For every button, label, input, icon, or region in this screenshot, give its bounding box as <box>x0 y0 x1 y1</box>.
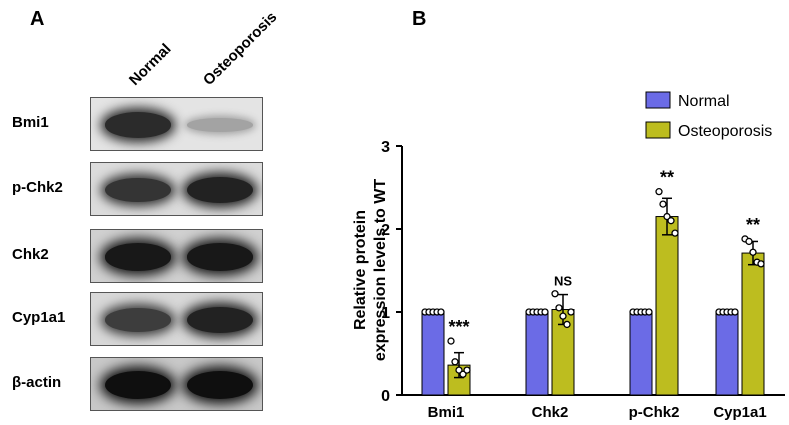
data-point <box>655 187 663 196</box>
blot-row-label: Chk2 <box>12 246 49 263</box>
data-point <box>745 237 753 246</box>
data-point <box>671 229 679 237</box>
bar-normal <box>715 311 739 396</box>
blot-strip <box>90 97 263 151</box>
x-tick-label: Bmi1 <box>428 404 465 421</box>
data-point <box>437 308 445 316</box>
y-tick-label: 3 <box>381 139 390 156</box>
blot-band <box>187 243 253 271</box>
blot-band <box>187 306 253 334</box>
data-point <box>447 337 455 345</box>
y-axis-label-line: expression levels to WT <box>372 179 389 362</box>
data-point <box>555 304 563 312</box>
y-axis-label: Relative protein expression levels to WT <box>352 179 389 362</box>
data-point <box>749 248 757 256</box>
blot-band <box>105 308 171 332</box>
legend-swatch <box>645 91 671 109</box>
significance-label: ** <box>746 215 760 235</box>
bar-normal <box>629 311 653 396</box>
bar-osteoporosis <box>741 252 765 396</box>
y-tick-label: 0 <box>381 388 390 405</box>
legend-label: Normal <box>678 93 730 110</box>
blot-strip <box>90 162 263 216</box>
bar-normal <box>525 311 549 396</box>
x-tick-label: Chk2 <box>532 404 569 421</box>
blot-band <box>105 371 171 399</box>
data-point <box>567 308 575 316</box>
blot-band <box>105 243 171 271</box>
panel-label-a: A <box>30 8 45 30</box>
data-point <box>731 308 739 316</box>
blot-band <box>105 112 171 138</box>
data-point <box>541 308 549 316</box>
x-tick-label: Cyp1a1 <box>713 404 766 421</box>
data-point <box>551 290 559 298</box>
data-point <box>659 200 667 208</box>
y-axis-label-line: Relative protein <box>352 210 369 330</box>
blot-band <box>187 371 253 399</box>
blot-row-label: Cyp1a1 <box>12 309 66 326</box>
data-point <box>463 366 471 374</box>
significance-label: NS <box>554 274 572 289</box>
data-point <box>451 358 459 366</box>
significance-label: ** <box>660 168 674 188</box>
panel-label-b: B <box>412 8 427 30</box>
blot-band <box>187 118 253 132</box>
blot-band <box>105 177 171 203</box>
y-tick-label: 1 <box>381 305 390 322</box>
blot-row-label: β-actin <box>12 374 62 391</box>
data-point <box>757 260 765 268</box>
x-tick-label: p-Chk2 <box>629 404 680 421</box>
data-point <box>667 217 675 225</box>
blot-strip <box>90 292 263 346</box>
bar-normal <box>421 311 445 396</box>
data-point <box>645 308 653 316</box>
blot-strip <box>90 357 263 411</box>
blot-row-label: Bmi1 <box>12 114 49 131</box>
bar-osteoporosis <box>655 216 679 396</box>
blot-row-label: p-Chk2 <box>12 179 63 196</box>
significance-label: *** <box>448 317 469 337</box>
legend-label: Osteoporosis <box>678 123 772 140</box>
y-tick-label: 2 <box>381 222 390 239</box>
blot-strip <box>90 229 263 283</box>
legend-swatch <box>645 121 671 139</box>
blot-band <box>187 176 253 204</box>
data-point <box>559 312 567 320</box>
data-point <box>563 320 571 329</box>
